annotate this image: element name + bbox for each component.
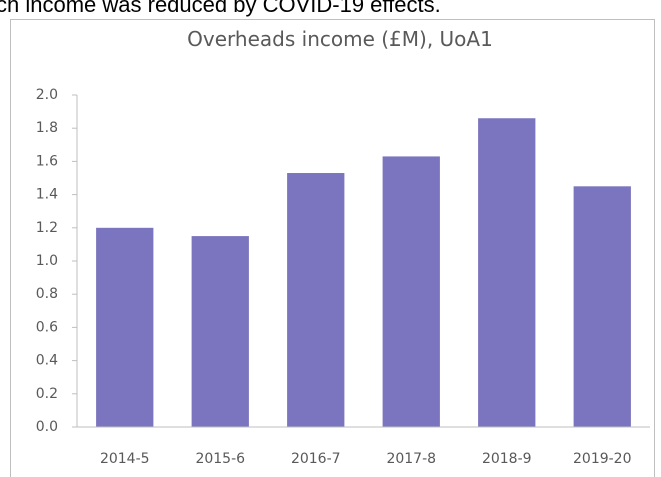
x-tick-label: 2015-6 [195,451,245,467]
bar [287,173,345,427]
x-tick-label: 2016-7 [291,451,341,467]
y-tick-label: 0.8 [36,286,58,302]
chart-title: Overheads income (£M), UoA1 [187,27,493,51]
y-tick-label: 0.2 [36,386,58,402]
y-tick-label: 1.6 [36,153,58,169]
bar [478,118,536,428]
bar [382,156,440,428]
x-tick-label: 2019-20 [573,451,632,467]
bar [96,227,154,427]
y-tick-label: 1.2 [36,220,58,236]
x-tick-label: 2018-9 [482,451,532,467]
x-tick-label: 2017-8 [386,451,436,467]
y-tick-label: 2.0 [36,87,58,103]
y-tick-label: 1.8 [36,120,58,136]
y-tick-label: 0.4 [36,353,58,369]
chart-frame [10,19,655,477]
x-tick-label: 2014-5 [100,451,150,467]
bar [191,236,249,427]
y-tick-label: 1.0 [36,253,58,269]
y-tick-label: 1.4 [36,187,58,203]
y-tick-label: 0.0 [36,419,58,435]
caption: ch income was reduced by COVID-19 effect… [0,0,441,17]
y-tick-label: 0.6 [36,319,58,335]
bar [573,186,631,427]
